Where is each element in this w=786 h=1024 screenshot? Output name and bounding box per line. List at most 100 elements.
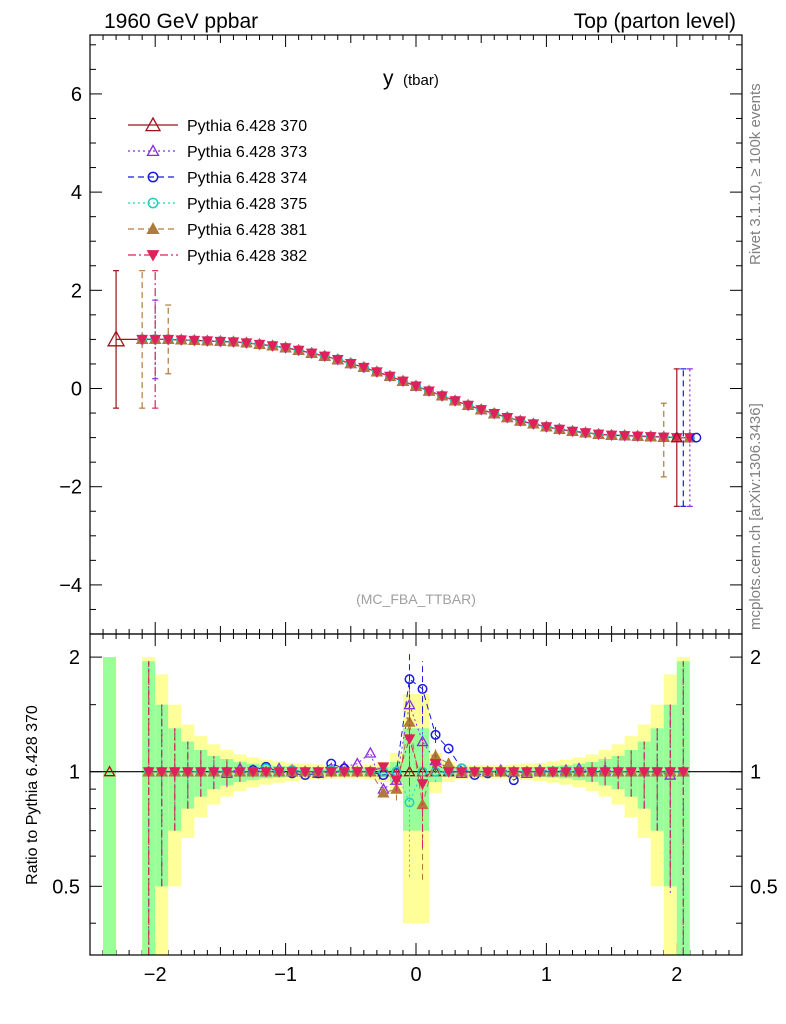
y-tick-label-right: 2 [750,647,761,669]
ratio-point [494,767,507,778]
ratio-frame [89,633,743,956]
ratio-point [142,767,155,778]
ratio-point [677,767,690,778]
data-point [318,351,331,363]
legend-label: Pythia 6.428 370 [187,118,307,135]
legend-marker [146,144,160,157]
ratio-point [390,775,403,787]
ratio-point [247,767,259,778]
ratio-point [664,767,677,778]
data-point [410,381,422,393]
data-point [175,335,188,346]
x-tick-label: 0 [410,964,421,986]
legend-marker [146,222,160,235]
data-point [106,330,126,347]
chart-title: y [383,67,394,90]
ratio-point [638,767,651,778]
data-point [631,431,644,443]
data-point [188,335,201,347]
ratio-point [430,729,441,740]
ratio-point [351,767,364,778]
data-point [149,334,162,346]
ratio-point [417,683,428,694]
x-tick-label: −1 [274,964,297,986]
y-tick-label: −4 [59,575,82,597]
ratio-point [443,743,454,754]
y-tick-label: 2 [69,647,80,669]
data-point [579,428,592,439]
ratio-point [534,767,546,778]
ratio-y-axis-label: Ratio to Pythia 6.428 370 [24,705,41,885]
analysis-tag: (MC_FBA_TTBAR) [356,591,476,607]
ratio-point [520,767,533,778]
main-panel: −4 −2 0 2 4 6 y (tbar) Pythia 6.428 370 Pythia 6.… [59,34,743,635]
ratio-point [586,767,598,778]
data-point [475,405,488,416]
ratio-point [599,767,611,778]
ratio-panel: 0.5 0.5 1 1 2 2 −2 −1 0 1 2 [52,633,778,986]
legend-marker [144,116,162,132]
data-point [514,416,527,427]
ratio-point [208,767,220,778]
data-point [136,334,149,346]
y-tick-label: 4 [71,182,82,204]
y-tick-label: 6 [71,84,82,106]
legend-marker [147,171,159,183]
legend-label: Pythia 6.428 373 [187,144,307,161]
data-point [331,355,344,366]
data-point [384,371,396,383]
y-tick-label: 0 [71,379,82,401]
data-point [488,409,501,420]
process-label: Top (parton level) [574,10,736,33]
ratio-point [168,767,181,778]
chart-title-sub: (tbar) [403,72,439,89]
ratio-point [442,767,455,778]
mcplots-label: mcplots.cern.ch [arXiv:1306.3436] [747,403,764,630]
ratio-point [338,767,351,778]
ratio-point [312,767,325,778]
ratio-point [377,762,390,773]
ratio-point [234,767,246,778]
data-point [566,426,579,438]
data-point [592,429,605,441]
data-point [214,336,227,348]
data-point [618,431,631,442]
ratio-point [364,746,377,758]
y-tick-label: 0.5 [52,876,80,898]
ratio-point [181,767,194,778]
data-point [344,358,357,370]
ratio-point [625,767,638,778]
ratio-point [612,767,624,778]
ratio-point [560,767,572,778]
ratio-point [468,767,481,778]
data-point [253,339,266,351]
ratio-point [573,767,585,778]
legend-label: Pythia 6.428 381 [187,222,307,239]
ratio-point [221,767,233,778]
data-point [436,391,448,402]
x-tick-label: −2 [144,964,167,986]
data-point [227,337,240,348]
data-point [305,348,318,360]
y-tick-label: −2 [59,477,82,499]
data-point [657,432,670,444]
y-tick-label-right: 0.5 [750,876,778,898]
ratio-point [404,797,415,808]
ratio-point [273,767,285,778]
data-point [605,430,618,442]
data-point [266,341,279,352]
ratio-point [429,759,442,770]
data-point [644,432,657,443]
series-line [116,338,690,439]
ratio-point [194,767,207,778]
data-point [462,400,475,412]
legend-label: Pythia 6.428 382 [187,248,307,265]
data-point [201,336,214,347]
ratio-point [155,767,168,778]
ratio-point [286,767,298,778]
data-point [540,422,553,433]
data-point [449,396,461,407]
y-tick-label-right: 1 [750,762,761,784]
ratio-point [547,767,559,778]
